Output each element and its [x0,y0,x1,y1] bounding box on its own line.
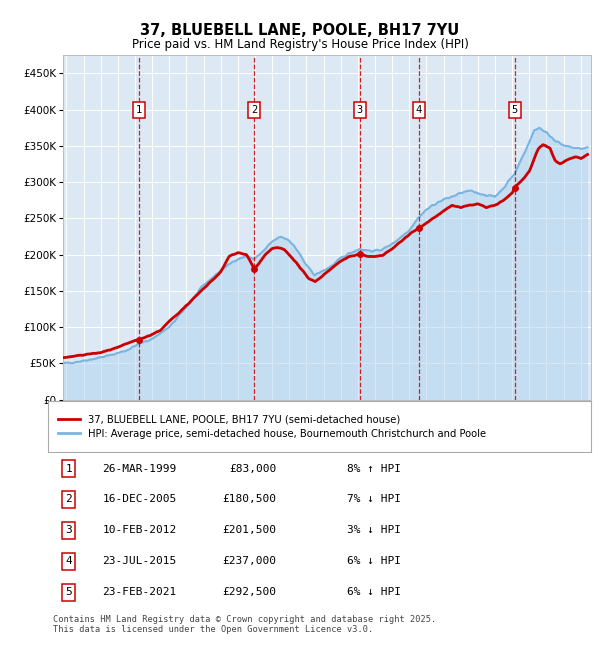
Text: £201,500: £201,500 [222,525,276,536]
Text: 2: 2 [251,105,257,114]
Text: 23-FEB-2021: 23-FEB-2021 [103,588,176,597]
Text: 6% ↓ HPI: 6% ↓ HPI [347,588,401,597]
Text: 37, BLUEBELL LANE, POOLE, BH17 7YU: 37, BLUEBELL LANE, POOLE, BH17 7YU [140,23,460,38]
Text: Price paid vs. HM Land Registry's House Price Index (HPI): Price paid vs. HM Land Registry's House … [131,38,469,51]
Text: 1: 1 [136,105,142,114]
Text: 23-JUL-2015: 23-JUL-2015 [103,556,176,566]
Text: £83,000: £83,000 [229,463,276,473]
Text: 2: 2 [65,495,72,504]
Text: 6% ↓ HPI: 6% ↓ HPI [347,556,401,566]
Text: 3: 3 [356,105,363,114]
Text: 8% ↑ HPI: 8% ↑ HPI [347,463,401,473]
Text: 4: 4 [65,556,72,566]
Text: 1: 1 [65,463,72,473]
Text: Contains HM Land Registry data © Crown copyright and database right 2025.
This d: Contains HM Land Registry data © Crown c… [53,615,437,634]
Text: 3% ↓ HPI: 3% ↓ HPI [347,525,401,536]
Text: £180,500: £180,500 [222,495,276,504]
Text: 10-FEB-2012: 10-FEB-2012 [103,525,176,536]
Text: 16-DEC-2005: 16-DEC-2005 [103,495,176,504]
Text: £292,500: £292,500 [222,588,276,597]
Text: 5: 5 [65,588,72,597]
Text: 7% ↓ HPI: 7% ↓ HPI [347,495,401,504]
Text: 5: 5 [511,105,518,114]
Legend: 37, BLUEBELL LANE, POOLE, BH17 7YU (semi-detached house), HPI: Average price, se: 37, BLUEBELL LANE, POOLE, BH17 7YU (semi… [58,414,487,439]
Text: 26-MAR-1999: 26-MAR-1999 [103,463,176,473]
Text: 3: 3 [65,525,72,536]
Text: 4: 4 [416,105,422,114]
Text: £237,000: £237,000 [222,556,276,566]
